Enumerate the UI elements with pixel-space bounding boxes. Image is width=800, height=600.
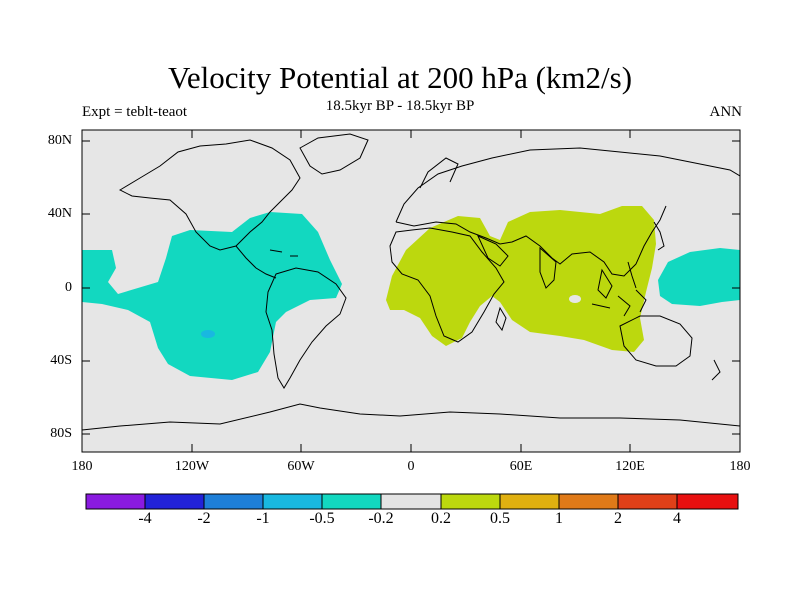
colorbar-label: -1 [256, 510, 270, 527]
colorbar-box [558, 493, 619, 510]
colorbar-box [144, 493, 205, 510]
colorbar-label: -4 [138, 510, 152, 527]
season-label: ANN [709, 104, 743, 120]
chart-subtitle: 18.5kyr BP - 18.5kyr BP [325, 98, 475, 114]
coastlines [82, 133, 740, 431]
lon-label: 60E [509, 459, 533, 474]
chart-title: Velocity Potential at 200 hPa (km2/s) [167, 60, 633, 95]
lon-label: 120W [174, 459, 210, 474]
negative-anomaly-region [82, 212, 342, 380]
lon-label: 60W [287, 459, 315, 474]
negative-anomaly-region-west-pacific [658, 248, 740, 306]
positive-anomaly-region [386, 206, 656, 352]
colorbar-box [262, 493, 323, 510]
colorbar-label: -0.5 [309, 510, 335, 527]
lat-label: 40N [47, 206, 72, 221]
colorbar-box [203, 493, 264, 510]
minimum-center [201, 330, 215, 338]
lat-label: 80S [50, 426, 72, 441]
colorbar-label: -2 [197, 510, 211, 527]
colorbar [85, 493, 739, 510]
colorbar-box [380, 493, 442, 510]
colorbar-box [617, 493, 678, 510]
lon-label: 180 [71, 459, 93, 474]
lat-label: 0 [65, 280, 72, 295]
lat-label: 40S [50, 353, 72, 368]
positive-region-gap [569, 295, 581, 303]
experiment-label: Expt = teblt-teaot [82, 104, 188, 120]
colorbar-label: -0.2 [368, 510, 394, 527]
colorbar-box [440, 493, 501, 510]
colorbar-label: 4 [673, 510, 681, 527]
colorbar-box [321, 493, 382, 510]
lon-label: 120E [615, 459, 645, 474]
lon-label: 0 [407, 459, 415, 474]
colorbar-label: 2 [614, 510, 622, 527]
colorbar-box [85, 493, 146, 510]
colorbar-label: 1 [555, 510, 563, 527]
colorbar-box [676, 493, 739, 510]
colorbar-label: 0.5 [490, 510, 510, 527]
colorbar-label: 0.2 [431, 510, 451, 527]
lon-label: 180 [729, 459, 751, 474]
lat-label: 80N [47, 133, 72, 148]
axis-ticks [81, 130, 741, 452]
colorbar-box [499, 493, 560, 510]
